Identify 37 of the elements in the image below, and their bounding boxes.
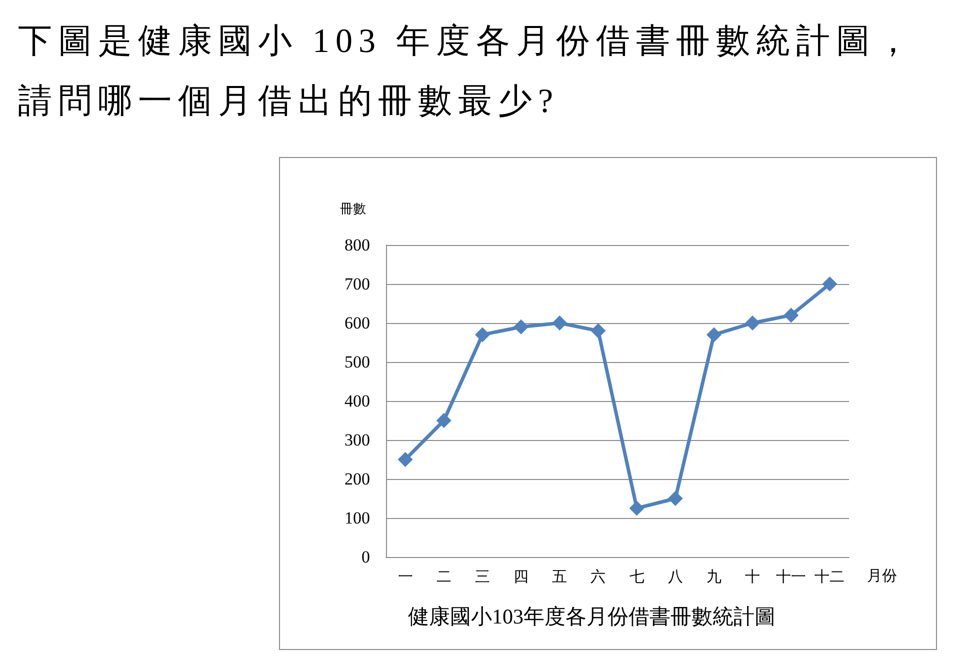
- point: [552, 316, 568, 330]
- y-tick-label: 500: [344, 352, 370, 372]
- point: [668, 491, 683, 506]
- x-tick-label: 八: [668, 570, 683, 586]
- y-tick-label: 700: [344, 274, 370, 294]
- y-tick-label: 200: [344, 470, 370, 488]
- y-tick-label: 400: [344, 392, 370, 410]
- x-tick-label: 六: [590, 568, 606, 586]
- x-tick-label: 四: [514, 570, 529, 586]
- point: [474, 327, 490, 342]
- x-tick-label: 十: [745, 568, 760, 586]
- x-tick-label: 十二: [814, 568, 845, 586]
- point: [590, 323, 606, 338]
- x-tick-label: 七: [629, 568, 644, 586]
- x-tick-label: 一: [398, 570, 413, 586]
- y-tick-label: 300: [344, 430, 370, 450]
- x-tick-label: 九: [706, 568, 722, 586]
- x-tick-label: 三: [474, 570, 490, 586]
- text: 健康國小103年度各月份借書冊數統計圖: [408, 604, 776, 628]
- point: [629, 500, 644, 516]
- x-axis-title: 月份: [867, 568, 897, 584]
- y-tick-label: 600: [344, 314, 370, 332]
- y-tick-label: 0: [362, 548, 370, 566]
- point: [514, 319, 529, 334]
- point: [784, 308, 799, 323]
- point: [706, 327, 722, 342]
- chart-title: 下圖是健康國小 103 年度各月份借書冊數統計圖，請問哪一個月借出的冊數最少?: [18, 22, 917, 122]
- point: [745, 316, 760, 330]
- point: [822, 276, 838, 292]
- y-axis-title: 冊數: [340, 201, 366, 216]
- x-tick-label: 十一: [776, 568, 806, 586]
- x-tick-label: 五: [552, 570, 568, 586]
- y-tick-label: 100: [344, 508, 370, 528]
- point: [436, 413, 452, 428]
- x-tick-label: 二: [436, 570, 452, 586]
- y-tick-label: 800: [344, 236, 370, 254]
- point: [398, 452, 413, 467]
